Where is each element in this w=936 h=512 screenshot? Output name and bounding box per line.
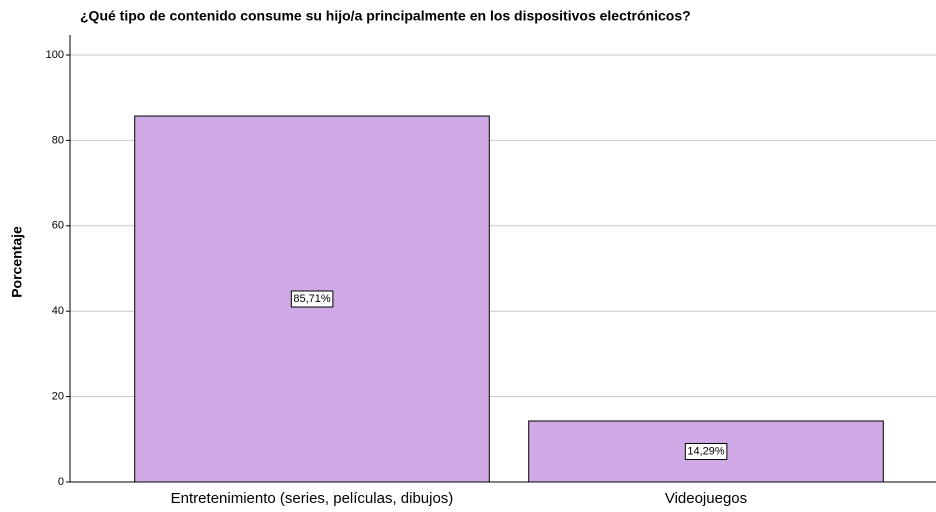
x-tick-label: Entretenimiento (series, películas, dibu… bbox=[171, 490, 454, 507]
y-tick-label: 100 bbox=[46, 49, 64, 61]
x-tick-label: Videojuegos bbox=[665, 490, 747, 507]
y-axis-label: Porcentaje bbox=[9, 226, 25, 298]
y-tick-label: 0 bbox=[58, 476, 64, 488]
value-label: 85,71% bbox=[293, 293, 331, 305]
y-tick-label: 40 bbox=[52, 305, 64, 317]
y-tick-label: 60 bbox=[52, 220, 64, 232]
value-label-box bbox=[684, 442, 728, 460]
value-label-box bbox=[290, 290, 334, 308]
value-label: 14,29% bbox=[687, 445, 725, 457]
chart-title: ¿Qué tipo de contenido consume su hijo/a… bbox=[80, 8, 691, 24]
y-tick-label: 20 bbox=[52, 391, 64, 403]
y-tick-label: 80 bbox=[52, 134, 64, 146]
